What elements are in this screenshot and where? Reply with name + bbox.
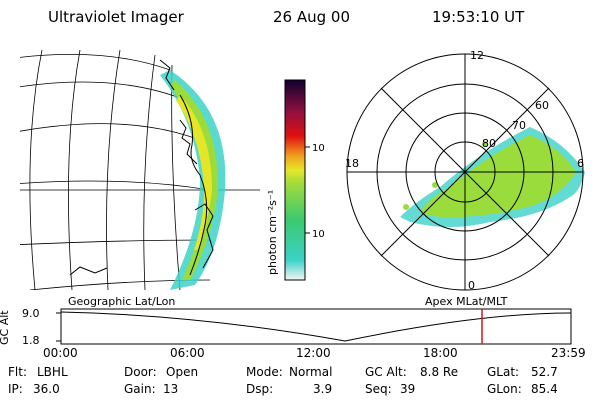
gain-label: Gain: [124,382,156,396]
glat-label: GLat: [487,365,520,379]
gain-value: 13 [163,382,179,396]
dsp-value: 3.9 [313,382,333,396]
geographic-image-panel [20,50,260,290]
apex-panel-title: Apex MLat/MLT [425,295,508,308]
altitude-tick-1-8: 1.8 [22,334,40,347]
coastline [69,59,214,276]
glon-value: 85.4 [531,382,558,396]
glat-value: 52.7 [531,365,558,379]
door-label: Door: [124,365,157,379]
gc-alt-label: GC Alt: [365,365,407,379]
colorbar-gradient [284,79,306,281]
auroral-oval-polar [400,127,585,227]
seq-value: 39 [400,382,416,396]
polar-mlat-mlt-plot: 80 70 60 12 0 18 6 [345,49,585,292]
altitude-tick-9: 9.0 [22,307,40,320]
mode-label: Mode: [246,365,283,379]
mlat-label-70: 70 [512,119,526,132]
mode-value: Normal [289,365,333,379]
colorbar-unit-label: photon cm⁻²s⁻¹ [266,190,279,275]
time-tick-0600: 06:00 [170,346,205,360]
altitude-plot: GC Alt 9.0 1.8 [0,307,572,347]
time-label: 19:53:10 UT [432,8,525,26]
time-tick-1800: 18:00 [423,346,458,360]
date-label: 26 Aug 00 [273,8,350,26]
colorbar-tick-label-100: 100 [312,143,325,154]
mlt-label-0: 0 [468,279,475,292]
mlt-label-12: 12 [470,49,484,62]
colorbar-tick-label-10: 10 [312,229,325,240]
time-tick-1200: 12:00 [296,346,331,360]
mlt-label-6: 6 [577,157,584,170]
altitude-axis-label: GC Alt [0,310,11,345]
polar-grid [346,53,584,291]
mlat-label-80: 80 [482,137,496,150]
auroral-oval-geographic [160,70,226,290]
seq-label: Seq: [365,382,392,396]
altitude-curve [60,311,572,342]
door-value: Open [166,365,199,379]
dsp-label: Dsp: [246,382,274,396]
glon-label: GLon: [487,382,522,396]
mlat-label-60: 60 [535,99,549,112]
geographic-panel-title: Geographic Lat/Lon [68,295,176,308]
mlt-label-18: 18 [345,157,359,170]
colorbar: 100 10 photon cm⁻²s⁻¹ [266,79,325,281]
filter-label: Flt: [8,365,27,379]
time-tick-2359: 23:59 [551,346,586,360]
filter-value: LBHL [37,365,68,379]
ip-label: IP: [8,382,23,396]
gc-alt-value: 8.8 Re [420,365,459,379]
altitude-plot-frame [60,308,572,345]
ip-value: 36.0 [33,382,60,396]
instrument-title: Ultraviolet Imager [48,8,184,26]
time-tick-0000: 00:00 [43,346,78,360]
